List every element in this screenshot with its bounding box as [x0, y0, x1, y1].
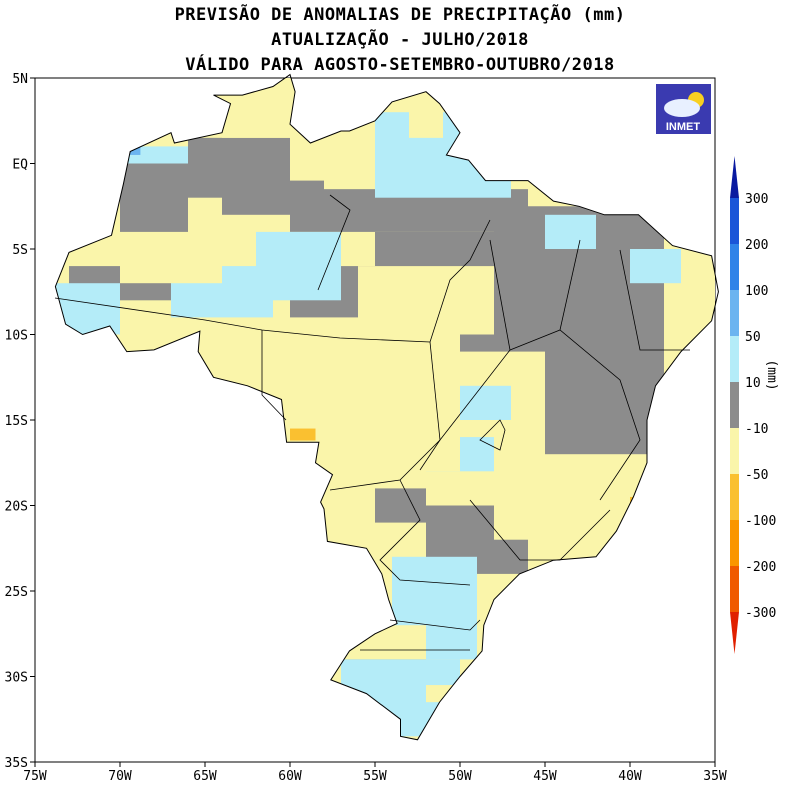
x-tick-label: 55W	[363, 769, 387, 784]
border-rondonia	[261, 330, 287, 421]
y-tick-label: 35S	[5, 756, 28, 771]
anomaly-cell	[409, 103, 443, 138]
legend-swatch	[730, 198, 739, 244]
anomaly-cell	[120, 163, 188, 232]
border-ms-parana	[379, 479, 471, 586]
border-mg-sp	[469, 499, 611, 561]
anomaly-cell	[375, 488, 426, 523]
legend-swatch	[730, 474, 739, 520]
x-tick-label: 75W	[23, 769, 47, 784]
legend-swatch	[730, 336, 739, 382]
x-tick-label: 35W	[703, 769, 727, 784]
x-tick-label: 40W	[618, 769, 642, 784]
legend-swatch	[730, 428, 739, 474]
anomaly-cell	[426, 608, 477, 660]
inmet-logo: INMET	[656, 84, 711, 134]
border-piaui	[559, 239, 581, 331]
title-line-2: ATUALIZAÇÃO - JULHO/2018	[271, 30, 529, 50]
legend-label: -300	[745, 606, 776, 621]
anomaly-cell	[545, 214, 596, 249]
brazil-outline	[54, 73, 719, 741]
legend-label: 300	[745, 192, 768, 207]
y-tick-label: 5N	[12, 72, 28, 87]
y-tick-label: 15S	[5, 414, 28, 429]
anomaly-cell	[188, 137, 290, 198]
legend-label: -200	[745, 560, 776, 575]
border-mato-grosso	[329, 341, 441, 491]
anomaly-cell	[630, 249, 681, 284]
legend-bottom-triangle	[730, 612, 739, 654]
legend-label: 200	[745, 238, 768, 253]
x-tick-label: 45W	[533, 769, 557, 784]
legend-label: 50	[745, 330, 761, 345]
legend-label: -50	[745, 468, 768, 483]
border-para-tocantins	[429, 219, 491, 343]
x-axis: 75W 70W 65W 60W 55W 50W 45W 40W 35W	[23, 762, 727, 784]
x-tick-label: 70W	[108, 769, 132, 784]
y-axis: 5N EQ 5S 10S 15S 20S 25S 30S 35S	[5, 72, 35, 771]
border-parana-sc	[389, 619, 481, 631]
x-tick-label: 50W	[448, 769, 472, 784]
anomaly-cell	[494, 471, 613, 540]
legend: 300 200 100 50 10 -10 -50 -100 -200 -300	[730, 156, 776, 654]
anomaly-cell	[545, 334, 664, 455]
border-amazonas-para	[317, 194, 351, 291]
y-tick-label: 5S	[12, 243, 28, 258]
legend-label: -10	[745, 422, 768, 437]
legend-top-triangle	[730, 156, 739, 198]
anomaly-cell	[222, 95, 290, 138]
legend-label: 100	[745, 284, 768, 299]
legend-swatch	[730, 290, 739, 336]
logo-text: INMET	[666, 121, 701, 133]
y-tick-label: EQ	[12, 158, 28, 173]
legend-swatch	[730, 520, 739, 566]
border-df	[479, 419, 506, 451]
cloud-icon	[664, 99, 700, 117]
title-line-1: PREVISÃO DE ANOMALIAS DE PRECIPITAÇÃO (m…	[174, 5, 626, 25]
anomaly-cell	[358, 266, 494, 335]
x-tick-label: 60W	[278, 769, 302, 784]
legend-label: 10	[745, 376, 761, 391]
legend-unit: (mm)	[764, 359, 779, 390]
anomaly-cell	[460, 385, 511, 420]
y-tick-label: 10S	[5, 329, 28, 344]
x-tick-label: 65W	[193, 769, 217, 784]
state-borders	[54, 194, 690, 651]
legend-swatch	[730, 382, 739, 428]
legend-label: -100	[745, 514, 776, 529]
anomaly-cell	[120, 257, 222, 284]
legend-swatch	[730, 244, 739, 290]
title-line-3: VÁLIDO PARA AGOSTO-SETEMBRO-OUTUBRO/2018	[185, 55, 615, 75]
y-tick-label: 30S	[5, 671, 28, 686]
y-tick-label: 20S	[5, 500, 28, 515]
legend-swatch	[730, 566, 739, 612]
y-tick-label: 25S	[5, 585, 28, 600]
border-tocantins-goias	[419, 239, 511, 471]
border-northeast	[619, 249, 690, 351]
anomaly-cell	[290, 428, 316, 441]
border-bahia	[509, 329, 641, 501]
